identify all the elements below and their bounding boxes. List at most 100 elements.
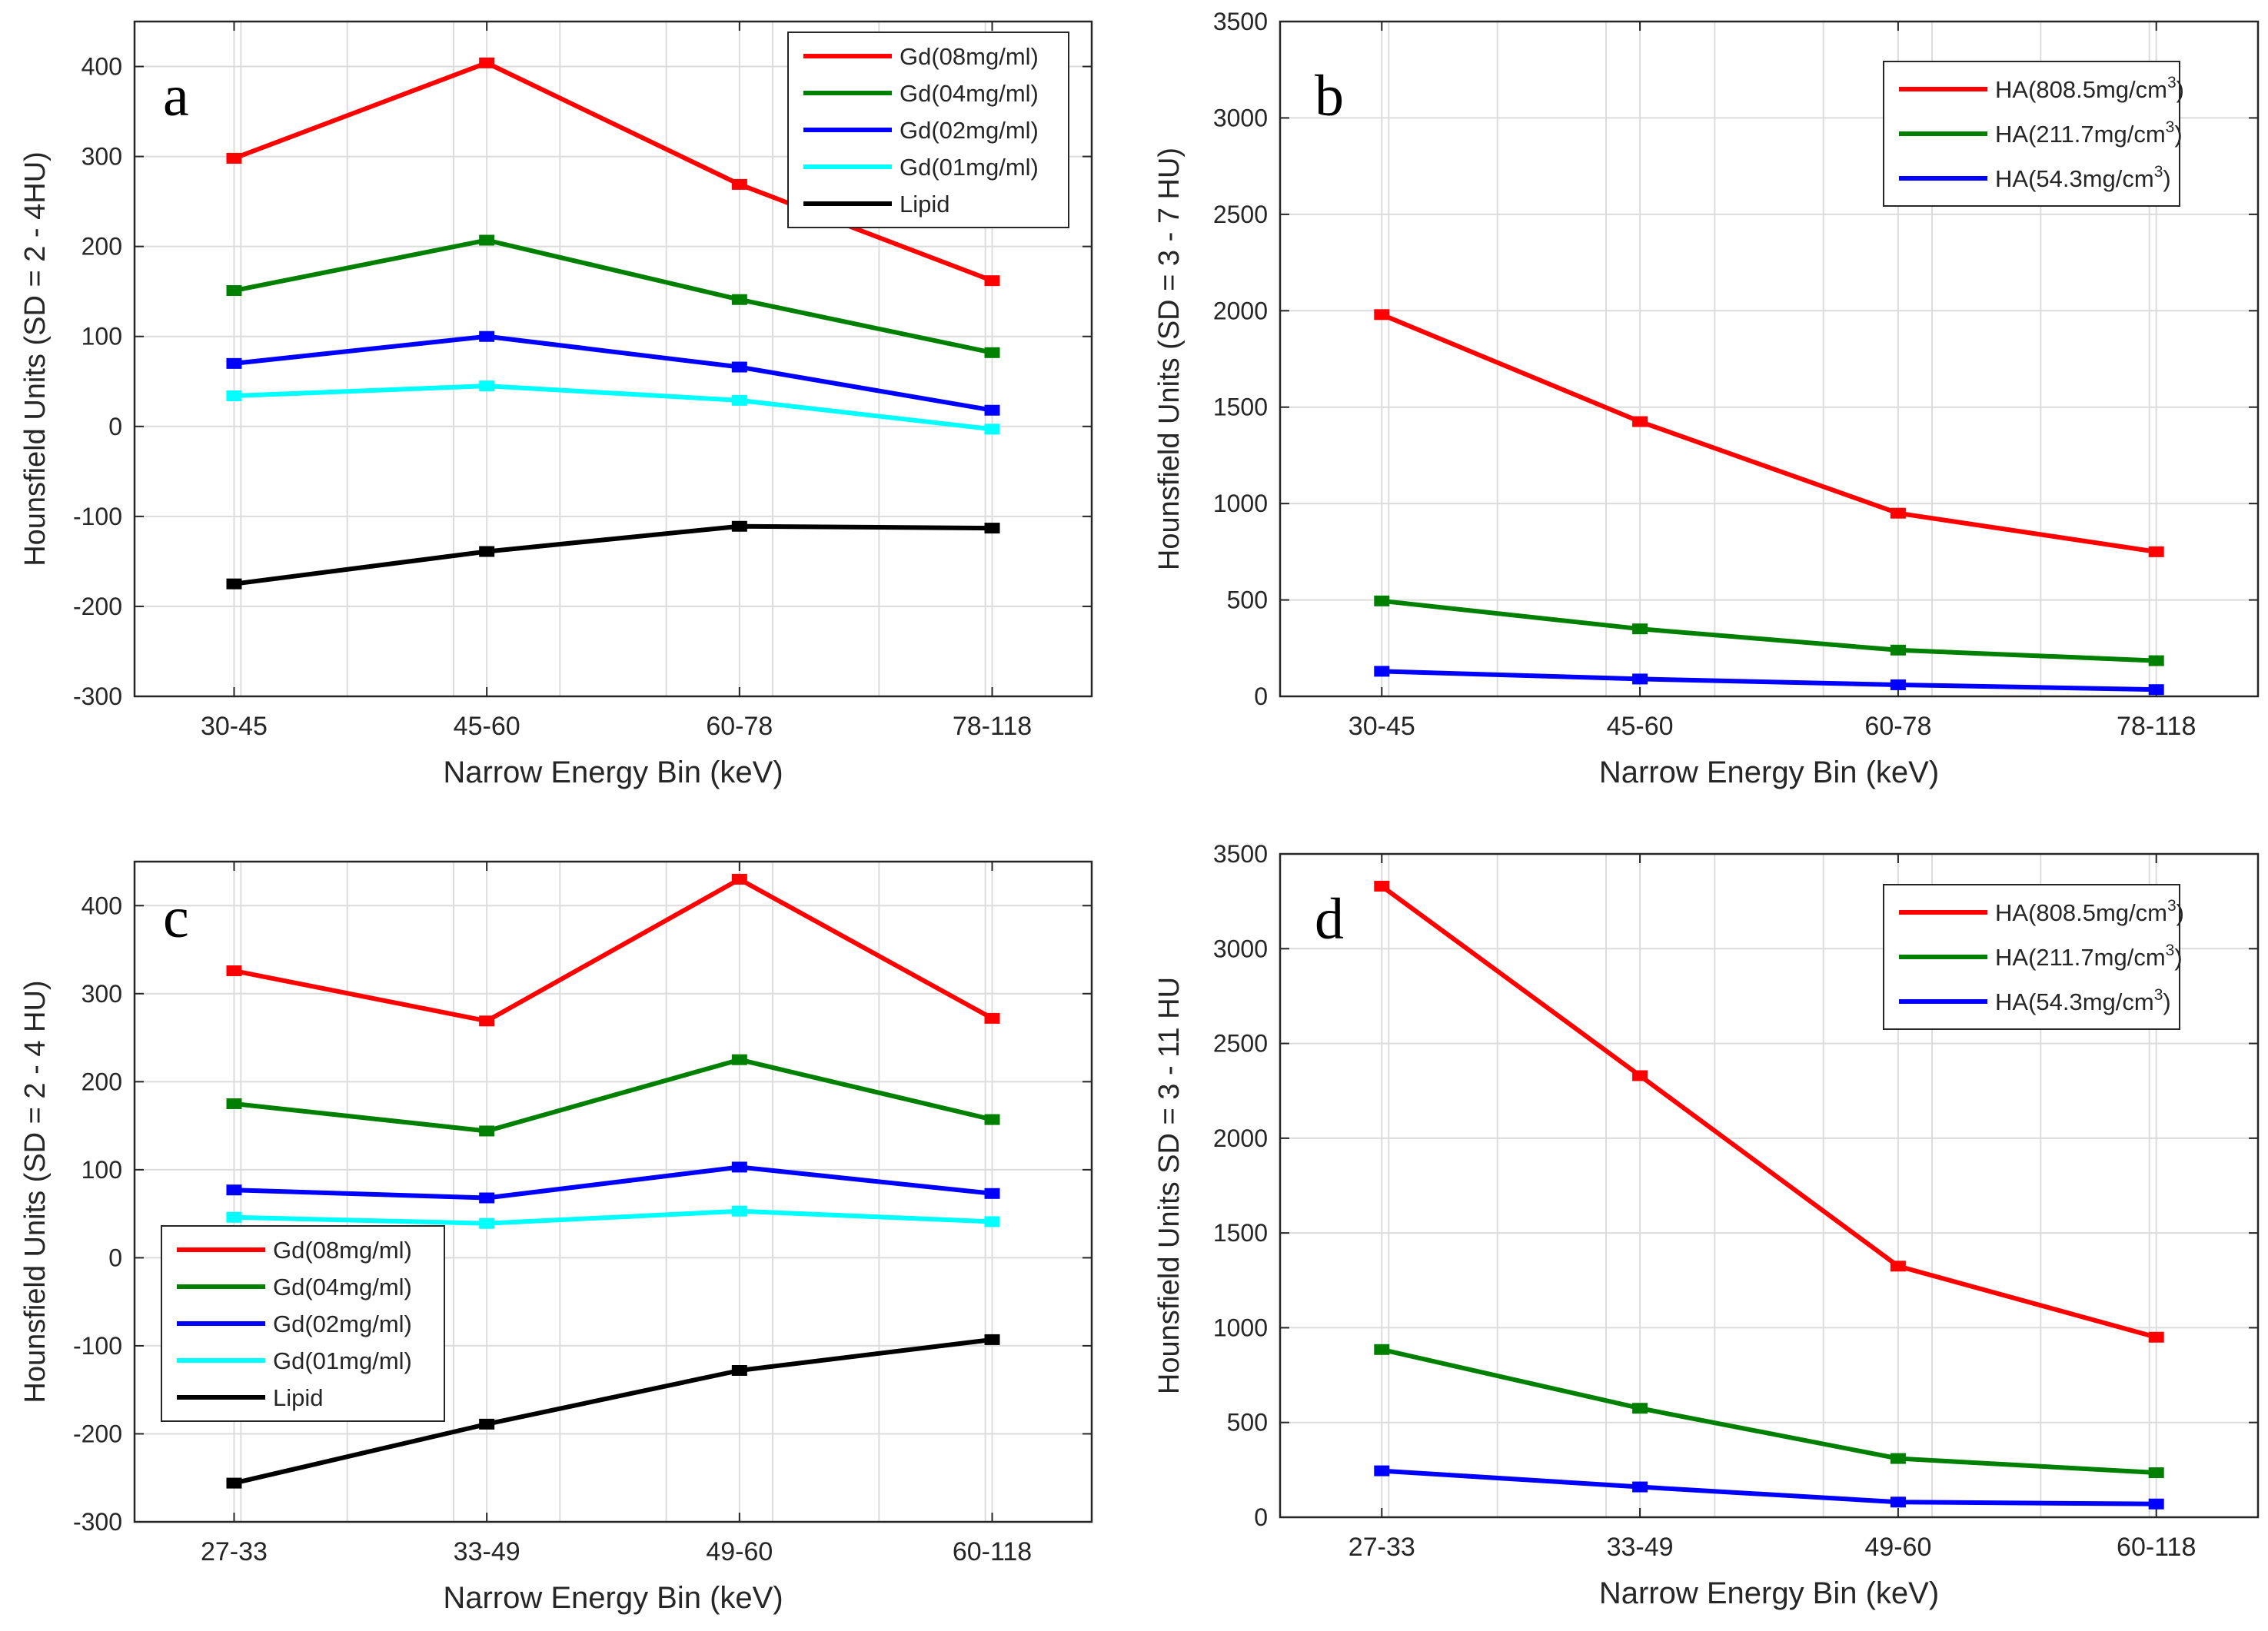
series-2: [1374, 666, 2164, 696]
data-point: [479, 331, 495, 342]
data-point: [984, 1334, 1000, 1345]
series-line: [1381, 598, 2157, 663]
data-point: [1632, 1403, 1648, 1414]
y-tick-label: 3000: [1213, 104, 1268, 131]
data-point: [731, 1205, 747, 1217]
panel-letter: c: [163, 885, 189, 950]
data-point: [479, 380, 495, 392]
legend-label: Gd(02mg/ml): [900, 117, 1039, 144]
grid: [1280, 21, 2258, 697]
data-point: [479, 546, 495, 557]
x-tick-label: 30-45: [1348, 712, 1415, 741]
legend-label: Gd(08mg/ml): [900, 43, 1039, 70]
panel-letter: d: [1315, 887, 1344, 952]
data-point: [731, 394, 747, 406]
chart-panel-a: -300 -200 -100 0 100 200 300 400 30-45 45-60 60-78…: [19, 20, 1093, 789]
series-line: [234, 334, 993, 413]
y-tick-label: 100: [81, 1156, 122, 1184]
data-point: [984, 275, 1000, 287]
panel-letter: a: [163, 64, 189, 128]
series-line: [1381, 312, 2157, 554]
data-point: [2148, 684, 2164, 696]
series-line: [233, 1337, 993, 1486]
series-1: [226, 234, 1000, 358]
y-tick-label: 0: [1254, 683, 1268, 710]
data-point: [479, 234, 495, 246]
series-line: [234, 1208, 993, 1226]
series-0: [226, 57, 1000, 287]
y-tick-label: 2000: [1213, 1124, 1268, 1152]
y-tick-label: 3000: [1213, 935, 1268, 962]
legend-label: Lipid: [900, 191, 950, 218]
data-point: [1890, 1496, 1906, 1508]
x-tick-label: 33-49: [1607, 1533, 1674, 1562]
data-point: [226, 1477, 242, 1489]
legend-label: Gd(02mg/ml): [273, 1310, 412, 1337]
data-point: [2148, 546, 2164, 557]
y-axis-label: Hounsfield Units (SD = 2 - 4 HU): [19, 980, 52, 1403]
legend: Gd(08mg/ml) Gd(04mg/ml) Gd(02mg/ml) Gd(01mg…: [161, 1225, 445, 1422]
series-line: [1382, 669, 2157, 693]
y-tick-label: 100: [81, 323, 122, 350]
data-point: [2148, 1467, 2164, 1479]
y-tick-label: -100: [73, 1332, 122, 1360]
data-point: [731, 1054, 747, 1065]
series-1: [1374, 1344, 2164, 1479]
y-tick-label: -300: [73, 1508, 122, 1536]
legend-label: Gd(04mg/ml): [900, 80, 1039, 107]
legend-label: HA(211.7mg/cm3): [1995, 942, 2183, 971]
chart-panel-b: 0 500 1000 1500 2000 2500 3000 3500 30-45 45-60 60…: [1153, 8, 2260, 789]
legend-label: HA(211.7mg/cm3): [1995, 118, 2183, 148]
series-line: [234, 523, 993, 586]
y-tick-label: 300: [81, 980, 122, 1008]
legend-label: Gd(04mg/ml): [273, 1274, 412, 1300]
data-point: [1632, 1070, 1648, 1081]
data-point: [984, 1012, 1000, 1024]
legend: Gd(08mg/ml) Gd(04mg/ml) Gd(02mg/ml) Gd(01mg…: [787, 32, 1069, 228]
data-point: [731, 178, 747, 190]
data-point: [731, 361, 747, 373]
data-point: [1374, 595, 1390, 606]
data-point: [984, 404, 1000, 416]
data-point: [2148, 1498, 2164, 1510]
y-tick-label: 500: [1227, 586, 1268, 614]
data-point: [731, 1365, 747, 1377]
y-tick-label: 2500: [1213, 1030, 1268, 1058]
legend-label: HA(808.5mg/cm3): [1995, 74, 2184, 103]
data-point: [479, 1015, 495, 1027]
series-line: [1381, 1347, 2157, 1476]
data-point: [1890, 1261, 1906, 1272]
data-point: [984, 1114, 1000, 1125]
data-point: [1890, 1453, 1906, 1464]
legend-label: HA(54.3mg/cm3): [1995, 986, 2171, 1015]
y-axis-label: Hounsfield Units (SD = 2 - 4HU): [19, 151, 52, 566]
y-tick-label: 1000: [1213, 1314, 1268, 1341]
legend-label: Gd(01mg/ml): [273, 1347, 412, 1374]
x-tick-label: 33-49: [454, 1537, 520, 1566]
grid: [135, 22, 1092, 697]
data-point: [1890, 644, 1906, 656]
x-tick-label: 60-78: [1864, 712, 1931, 741]
y-axis-label: Hounsfield Units (SD = 3 - 7 HU): [1153, 148, 1186, 570]
series-2: [226, 331, 1000, 416]
y-tick-label: 200: [81, 233, 122, 261]
y-tick-label: -100: [73, 503, 122, 530]
series-3: [226, 1205, 1000, 1229]
y-tick-label: -200: [73, 593, 122, 620]
data-point: [226, 357, 242, 369]
series-0: [1374, 880, 2164, 1343]
y-tick-label: 2000: [1213, 297, 1268, 324]
series-0: [1374, 309, 2164, 557]
panel-letter: b: [1315, 64, 1344, 128]
series-4: [226, 1334, 1000, 1489]
legend-label: HA(54.3mg/cm3): [1995, 163, 2171, 192]
data-point: [984, 523, 1000, 534]
data-point: [2148, 1331, 2164, 1343]
data-point: [2148, 655, 2164, 666]
x-tick-label: 49-60: [1864, 1533, 1931, 1562]
y-tick-label: 1500: [1213, 1219, 1268, 1247]
chart-panel-c: -300 -200 -100 0 100 200 300 400 27-33 33-49 49-60…: [19, 860, 1093, 1615]
series-line: [233, 60, 993, 283]
legend-label: Gd(08mg/ml): [273, 1237, 412, 1264]
legend: HA(808.5mg/cm3) HA(211.7mg/cm3) HA(54.3mg/…: [1883, 61, 2184, 207]
